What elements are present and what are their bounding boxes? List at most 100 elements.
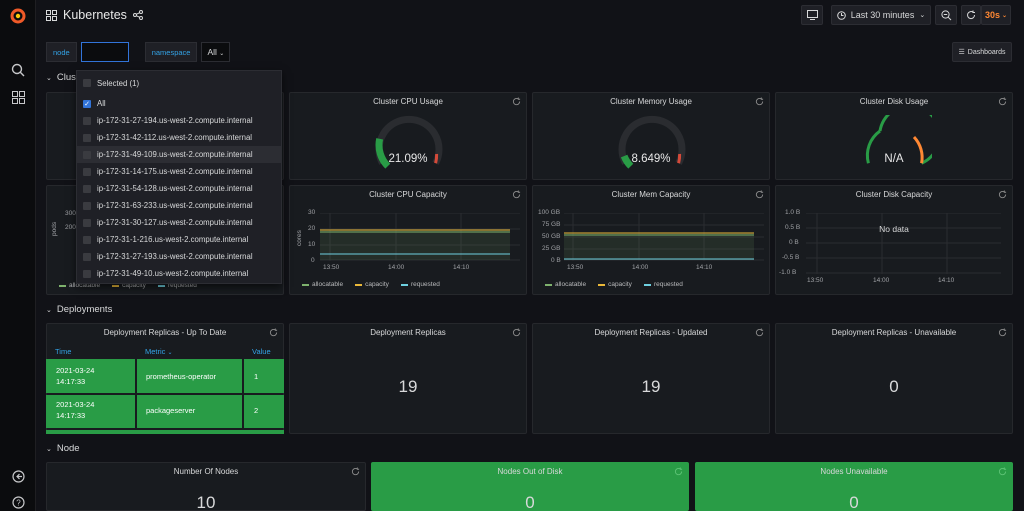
checkbox[interactable] xyxy=(83,201,91,210)
refresh-icon[interactable] xyxy=(512,97,521,106)
dropdown-option[interactable]: ip-172-31-27-194.us-west-2.compute.inter… xyxy=(77,112,281,129)
checkbox[interactable] xyxy=(83,235,91,244)
zoom-out-button[interactable] xyxy=(935,5,957,25)
tv-mode-button[interactable] xyxy=(801,5,823,25)
dashboard-title-text: Kubernetes xyxy=(63,8,127,22)
no-data-message: No data xyxy=(879,224,909,234)
refresh-icon[interactable] xyxy=(998,97,1007,106)
dropdown-option[interactable]: ip-172-31-14-175.us-west-2.compute.inter… xyxy=(77,163,281,180)
checkbox[interactable] xyxy=(83,269,91,278)
refresh-icon[interactable] xyxy=(755,328,764,337)
legend-item[interactable]: capacity xyxy=(598,281,632,288)
clock-icon xyxy=(836,10,846,20)
chart-legend: allocatable capacity requested xyxy=(545,281,683,288)
grafana-logo-icon[interactable] xyxy=(9,7,27,25)
legend-item[interactable]: allocatable xyxy=(302,281,343,288)
dashboards-link-button[interactable]: ☰ Dashboards xyxy=(952,42,1012,62)
chevron-down-icon: ⌄ xyxy=(919,12,926,19)
refresh-button[interactable] xyxy=(961,5,981,25)
refresh-icon[interactable] xyxy=(755,190,764,199)
time-range-picker[interactable]: Last 30 minutes ⌄ xyxy=(831,5,931,25)
search-icon[interactable] xyxy=(9,61,27,79)
legend-item[interactable]: allocatable xyxy=(59,282,100,289)
column-header-time[interactable]: Time xyxy=(55,347,72,356)
refresh-icon[interactable] xyxy=(674,467,683,476)
memory-gauge xyxy=(618,115,686,169)
dropdown-option[interactable]: ip-172-31-1-216.us-west-2.compute.intern… xyxy=(77,231,281,248)
dropdown-option[interactable]: ip-172-31-54-128.us-west-2.compute.inter… xyxy=(77,180,281,197)
help-icon[interactable]: ? xyxy=(9,493,27,511)
stat-value: 19 xyxy=(641,377,661,396)
checkbox[interactable] xyxy=(83,167,91,176)
y-tick: 0 xyxy=(311,257,315,264)
checkbox-checked[interactable]: ✓ xyxy=(83,99,91,108)
dropdown-selected-toggle[interactable]: Selected (1) xyxy=(77,71,281,95)
refresh-icon[interactable] xyxy=(512,328,521,337)
refresh-icon[interactable] xyxy=(998,190,1007,199)
refresh-icon[interactable] xyxy=(512,190,521,199)
refresh-interval-picker[interactable]: 30s ⌄ xyxy=(981,5,1011,25)
y-tick: 50 GB xyxy=(542,233,561,240)
refresh-icon xyxy=(967,10,976,20)
dropdown-option-label: ip-172-31-27-194.us-west-2.compute.inter… xyxy=(97,116,253,125)
chevron-down-icon: ⌄ xyxy=(46,74,52,82)
legend-item[interactable]: requested xyxy=(400,281,440,288)
column-header-value[interactable]: Value xyxy=(252,347,271,356)
dashboard-grid-icon xyxy=(46,9,57,21)
legend-item[interactable]: requested xyxy=(643,281,683,288)
panel-title: Deployment Replicas xyxy=(370,328,446,337)
refresh-icon[interactable] xyxy=(755,97,764,106)
cell-value: 1 xyxy=(254,372,259,381)
dropdown-option[interactable]: ip-172-31-42-112.us-west-2.compute.inter… xyxy=(77,129,281,146)
dashboards-link-label: Dashboards xyxy=(967,48,1006,56)
dropdown-option[interactable]: ip-172-31-30-127.us-west-2.compute.inter… xyxy=(77,214,281,231)
deployment-replicas-panel: Deployment Replicas 19 xyxy=(289,323,527,434)
legend-item[interactable]: allocatable xyxy=(545,281,586,288)
row-deployments-title: Deployments xyxy=(56,304,113,315)
refresh-icon[interactable] xyxy=(269,328,278,337)
checkbox[interactable] xyxy=(83,252,91,261)
dropdown-option-label: ip-172-31-49-10.us-west-2.compute.intern… xyxy=(97,269,249,278)
dropdown-option[interactable]: ip-172-31-49-10.us-west-2.compute.intern… xyxy=(77,265,281,282)
dropdown-option[interactable]: ip-172-31-49-109.us-west-2.compute.inter… xyxy=(77,146,281,163)
share-icon[interactable] xyxy=(132,10,143,20)
cell-time: 14:17:33 xyxy=(56,377,86,386)
legend-item[interactable]: capacity xyxy=(112,282,146,289)
stat-value: 0 xyxy=(849,493,859,511)
checkbox[interactable] xyxy=(83,116,91,125)
node-variable-input[interactable] xyxy=(80,42,129,62)
namespace-variable-select[interactable]: All ⌄ xyxy=(201,42,231,62)
y-tick: 75 GB xyxy=(542,221,561,228)
checkbox[interactable] xyxy=(83,150,91,159)
y-tick: -1.0 B xyxy=(779,269,797,276)
dropdown-option[interactable]: ip-172-31-63-233.us-west-2.compute.inter… xyxy=(77,197,281,214)
sign-in-icon[interactable] xyxy=(9,467,27,485)
checkbox[interactable] xyxy=(83,79,91,87)
node-variable-label: node xyxy=(46,42,77,62)
panel-title: Number Of Nodes xyxy=(173,467,239,476)
refresh-icon[interactable] xyxy=(998,328,1007,337)
checkbox[interactable] xyxy=(83,133,91,142)
legend-label: allocatable xyxy=(69,282,101,289)
legend-item[interactable]: requested xyxy=(157,282,197,289)
x-tick: 14:00 xyxy=(388,264,405,271)
chevron-down-icon: ⌄ xyxy=(1002,12,1008,19)
refresh-icon[interactable] xyxy=(998,467,1007,476)
row-node[interactable]: ⌄ Node xyxy=(46,443,80,454)
cell-date: 2021-03-24 xyxy=(56,366,95,375)
column-header-metric[interactable]: Metric ⌄ xyxy=(145,347,173,356)
y-tick: 0.5 B xyxy=(785,224,801,231)
refresh-icon[interactable] xyxy=(351,467,360,476)
legend-item[interactable]: capacity xyxy=(355,281,389,288)
checkbox[interactable] xyxy=(83,184,91,193)
row-cluster[interactable]: ⌄ Clust xyxy=(46,72,79,83)
row-deployments[interactable]: ⌄ Deployments xyxy=(46,304,112,315)
legend-label: requested xyxy=(653,281,683,288)
dropdown-option[interactable]: ip-172-31-27-193.us-west-2.compute.inter… xyxy=(77,248,281,265)
dashboard-title[interactable]: Kubernetes xyxy=(46,8,143,22)
dashboards-grid-icon[interactable] xyxy=(9,88,27,106)
dropdown-option[interactable]: ✓ All xyxy=(77,95,281,112)
variable-bar: node namespace All ⌄ xyxy=(46,42,231,62)
row-cluster-title: Clust xyxy=(56,72,79,83)
checkbox[interactable] xyxy=(83,218,91,227)
